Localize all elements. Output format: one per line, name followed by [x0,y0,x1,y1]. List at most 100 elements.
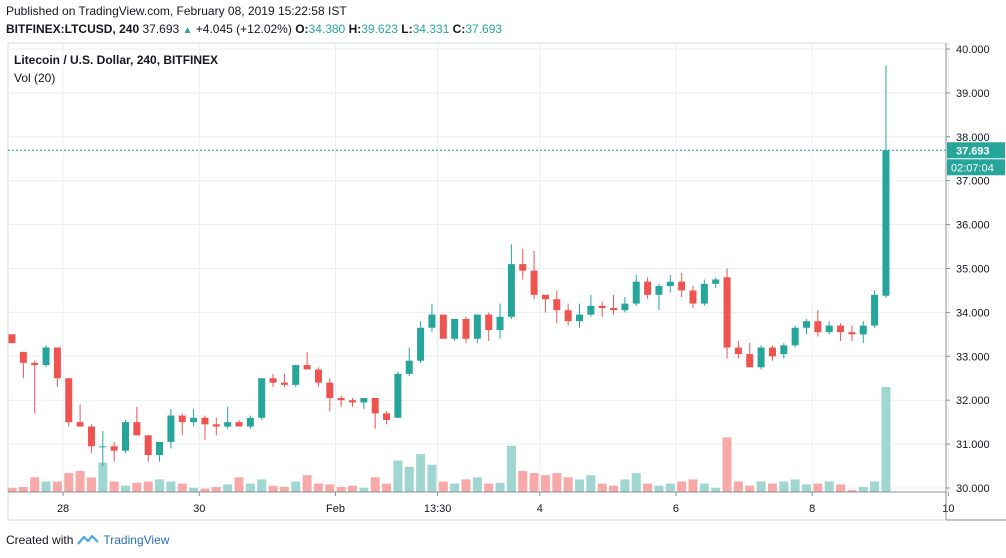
volume-bar [348,485,357,492]
y-tick-label: 34.000 [956,307,990,319]
candle-body [734,347,742,355]
volume-bar [121,485,130,492]
volume-bar [155,479,165,492]
candle-body [610,308,618,311]
candle-body [133,422,141,436]
volume-bar [677,481,687,492]
volume-bar [484,483,494,492]
close-label: C: [452,22,466,36]
candle-body [122,422,129,451]
countdown-tag [947,159,1005,176]
volume-bar [143,481,153,492]
close-value: 37.693 [465,22,503,36]
candle-body [541,294,549,300]
change-value: +4.045 (+12.02%) [195,22,292,36]
last-price-tag [947,142,1005,159]
volume-bar [268,485,278,492]
volume-bar [756,481,766,492]
y-tick-label: 38.000 [956,132,990,144]
volume-bar [631,473,641,492]
volume-bar [98,462,108,492]
candle-body [825,325,833,333]
candle-body [587,305,595,315]
candle-body [598,305,606,309]
candle-body [507,264,515,317]
volume-bar [404,466,414,492]
candle-body [235,422,243,427]
volume-bar [166,481,176,492]
volume-bar [200,488,210,492]
candle-body [258,378,266,418]
volume-bar [438,481,448,492]
volume-bar [870,481,880,492]
volume-bar [336,486,346,492]
candle-body [723,277,731,348]
candle-body [644,281,652,295]
y-tick-label: 32.000 [956,395,990,407]
candle-body [746,354,754,368]
candles [8,65,890,467]
volume-bar [643,483,653,492]
volume-bar [370,477,380,492]
candle-body [326,382,334,399]
volume-bar [234,477,244,492]
volume-bar [7,487,17,492]
volume-bar [450,483,460,492]
volume-bar [75,471,85,492]
candle-body [53,347,61,379]
volume-bar [620,479,630,492]
candle-body [485,314,493,330]
chart-axes: 40.000 39.000 38.000 37.000 36.000 35.000 34.0… [8,43,1006,521]
volume-bar [64,473,74,492]
volume-bar [393,460,403,492]
candle-body [519,264,527,271]
chart-grid [7,42,949,521]
candle-body [530,270,538,295]
candle-body [280,382,288,385]
volume-bar [132,482,142,492]
volume-bar [41,481,51,492]
tradingview-brand[interactable]: TradingView [103,533,170,547]
candle-body [666,281,674,287]
volume-bar [665,483,675,492]
candle-body [712,279,720,284]
candle-body [632,281,640,304]
candle-body [292,365,300,385]
candle-body [859,325,867,335]
volume-bar [597,483,607,492]
volume-bar [472,477,482,492]
candle-body [780,345,788,355]
volume-bar [540,475,550,492]
candle-body [246,417,254,427]
high-value: 39.623 [361,22,398,36]
candle-body [837,325,845,333]
volume-bar [211,486,221,492]
volume-bars [7,387,891,492]
volume-bar [506,445,516,492]
tradingview-logo-icon [77,534,100,545]
volume-bar [836,484,846,492]
volume-bar [745,485,755,492]
volume-bar [575,479,584,492]
volume-bar [858,486,868,492]
volume-bar [881,387,891,492]
volume-bar [586,475,596,492]
last-price-line: 37.693 02:07:04 [8,142,1005,176]
candle-body [314,369,322,383]
volume-bar [52,481,62,492]
candle-body [814,321,822,333]
candle-body [65,378,73,423]
symbol-label: BITFINEX:LTCUSD, 240 [6,22,140,36]
volume-bar [711,487,721,492]
ohlc-header: BITFINEX:LTCUSD, 240 37.693 ▲ +4.045 (+1… [6,22,502,36]
candle-body [156,441,164,456]
volume-bar [654,485,664,492]
volume-bar [109,481,119,492]
volume-bar [847,489,857,492]
volume-bar [733,481,743,492]
candle-body [167,415,175,442]
candle-body [871,294,879,326]
volume-bar [563,477,573,492]
y-tick-label: 39.000 [956,88,990,100]
